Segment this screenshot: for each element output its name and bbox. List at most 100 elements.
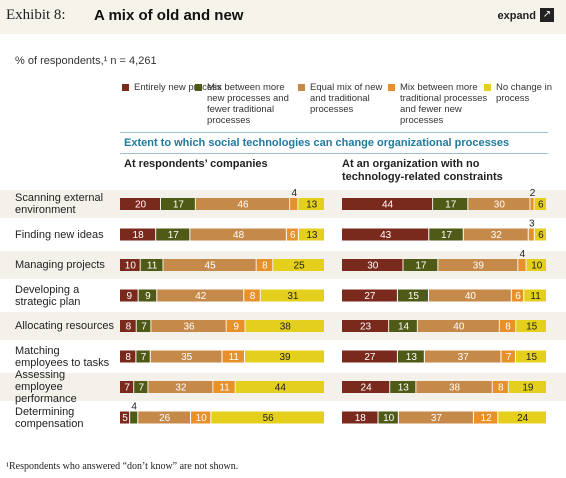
bar-segment bbox=[534, 228, 546, 241]
value-label: 46 bbox=[237, 200, 249, 211]
value-label: 20 bbox=[135, 200, 147, 211]
bar-segment bbox=[342, 198, 433, 210]
bar-segment bbox=[468, 198, 530, 210]
value-label: 32 bbox=[491, 230, 503, 241]
bar-segment bbox=[492, 381, 508, 393]
expand-link[interactable]: expand bbox=[497, 10, 536, 22]
value-label: 42 bbox=[195, 291, 207, 302]
bar-segment bbox=[286, 228, 298, 241]
value-label: 8 bbox=[125, 352, 131, 363]
value-label: 23 bbox=[360, 322, 372, 333]
category-label: Scanning external environment bbox=[15, 192, 104, 216]
value-label: 7 bbox=[141, 322, 147, 333]
bar-segment bbox=[390, 381, 416, 393]
bar-segment bbox=[213, 381, 235, 393]
bar-segment bbox=[524, 289, 546, 302]
bar-segment bbox=[473, 411, 498, 424]
value-label: 4 bbox=[291, 188, 297, 199]
exhibit-title: A mix of old and new bbox=[94, 7, 244, 24]
legend-item-2: Mix between more new processes and fewer… bbox=[195, 82, 299, 126]
bar-segment bbox=[120, 259, 140, 271]
legend-swatch-1 bbox=[122, 84, 129, 91]
value-label: 37 bbox=[458, 352, 470, 363]
value-label: 6 bbox=[515, 291, 521, 302]
value-label: 9 bbox=[145, 291, 151, 302]
value-label: 38 bbox=[280, 322, 292, 333]
value-label: 24 bbox=[361, 383, 373, 394]
value-label: 40 bbox=[465, 291, 477, 302]
bar-segment bbox=[140, 259, 163, 271]
section-rule-bottom bbox=[120, 153, 548, 154]
bar-segment bbox=[120, 381, 134, 393]
value-label: 15 bbox=[526, 352, 538, 363]
bar-segment bbox=[397, 350, 424, 363]
bar-segment bbox=[342, 320, 389, 332]
value-label: 27 bbox=[364, 352, 376, 363]
respondents-note: % of respondents,¹ n = 4,261 bbox=[15, 55, 157, 67]
value-label: 17 bbox=[441, 230, 453, 241]
value-label: 45 bbox=[205, 261, 217, 272]
value-label: 18 bbox=[355, 413, 367, 424]
bar-segment bbox=[463, 228, 528, 241]
bar-segment bbox=[190, 228, 286, 241]
bar-segment bbox=[120, 320, 136, 332]
legend-swatch-2 bbox=[195, 84, 202, 91]
bar-segment bbox=[245, 350, 324, 363]
value-label: 56 bbox=[263, 413, 275, 424]
bar-segment bbox=[438, 259, 518, 271]
legend-swatch-3 bbox=[298, 84, 305, 91]
category-label: Allocating resources bbox=[15, 320, 115, 332]
value-label: 13 bbox=[398, 383, 410, 394]
legend-item-5: No change in process bbox=[484, 82, 552, 104]
legend-item-1: Entirely new process bbox=[122, 82, 226, 93]
bar-segment bbox=[256, 259, 273, 271]
value-label: 44 bbox=[382, 200, 394, 211]
value-label: 36 bbox=[183, 322, 195, 333]
bar-segment bbox=[342, 259, 403, 271]
value-label: 11 bbox=[219, 383, 230, 394]
value-label: 39 bbox=[279, 352, 291, 363]
bar-segment bbox=[235, 381, 324, 393]
bar-segment bbox=[211, 411, 324, 424]
bar-segment bbox=[290, 198, 298, 210]
bar-segment bbox=[516, 320, 546, 332]
bar-segment bbox=[530, 198, 534, 210]
value-label: 3 bbox=[529, 219, 535, 230]
bar-segment bbox=[342, 381, 390, 393]
bar-segment bbox=[518, 259, 526, 271]
legend-label-5: No change in process bbox=[496, 82, 552, 104]
category-label: Managing projects bbox=[15, 259, 105, 271]
value-label: 38 bbox=[449, 383, 461, 394]
bar-segment bbox=[526, 259, 546, 271]
bar-segment bbox=[260, 289, 324, 302]
legend-label-4: Mix between more traditional processes a… bbox=[400, 82, 488, 126]
value-label: 11 bbox=[530, 291, 541, 302]
bar-segment bbox=[161, 198, 195, 210]
bar-segment bbox=[151, 320, 226, 332]
bar-segment bbox=[244, 289, 260, 302]
value-label: 9 bbox=[127, 291, 133, 302]
bar-segment bbox=[429, 228, 463, 241]
value-label: 10 bbox=[531, 261, 543, 272]
value-label: 17 bbox=[445, 200, 457, 211]
bar-segment bbox=[342, 228, 429, 241]
category-label: Finding new ideas bbox=[15, 228, 104, 241]
legend-label-1: Entirely new process bbox=[134, 82, 222, 93]
value-label: 37 bbox=[431, 413, 443, 424]
expand-icon[interactable]: ↗ bbox=[540, 8, 554, 22]
value-label: 8 bbox=[126, 322, 132, 333]
value-label: 17 bbox=[168, 230, 180, 241]
value-label: 19 bbox=[522, 383, 534, 394]
value-label: 30 bbox=[494, 200, 506, 211]
value-label: 48 bbox=[233, 230, 245, 241]
category-label: Assessing employee performance bbox=[15, 369, 77, 405]
category-label: Developing a strategic plan bbox=[15, 283, 81, 308]
legend-label-2: Mix between more new processes and fewer… bbox=[207, 82, 289, 126]
bar-segment bbox=[378, 411, 398, 424]
category-label: Determining compensation bbox=[15, 405, 84, 430]
bar-segment bbox=[150, 350, 222, 363]
legend-swatch-4 bbox=[388, 84, 395, 91]
value-label: 11 bbox=[229, 352, 240, 363]
value-label: 10 bbox=[125, 261, 137, 272]
bar-segment bbox=[417, 320, 499, 332]
